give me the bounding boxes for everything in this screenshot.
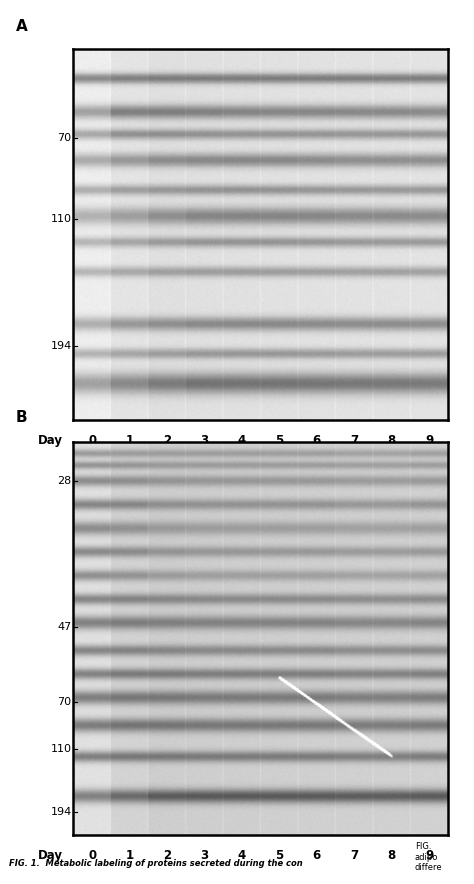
Text: A: A <box>16 19 27 34</box>
Text: 9: 9 <box>425 434 433 446</box>
Text: 0: 0 <box>88 850 96 862</box>
Text: 9: 9 <box>425 850 433 862</box>
Text: 4: 4 <box>238 850 246 862</box>
Text: 1: 1 <box>126 850 134 862</box>
Text: 194: 194 <box>50 807 72 817</box>
Text: 6: 6 <box>313 434 321 446</box>
Text: 110: 110 <box>51 215 72 225</box>
Text: 28: 28 <box>57 476 72 486</box>
Text: 0: 0 <box>88 434 96 446</box>
Text: 7: 7 <box>350 850 358 862</box>
Text: 8: 8 <box>388 850 396 862</box>
Text: 194: 194 <box>50 340 72 351</box>
Text: 8: 8 <box>388 434 396 446</box>
Text: 70: 70 <box>57 697 72 706</box>
Text: 70: 70 <box>57 133 72 142</box>
Text: 7: 7 <box>350 434 358 446</box>
Text: Day: Day <box>38 434 63 446</box>
Text: 2: 2 <box>163 850 171 862</box>
Text: 2: 2 <box>163 434 171 446</box>
Text: 5: 5 <box>275 850 283 862</box>
Text: Day: Day <box>38 850 63 862</box>
Text: 4: 4 <box>238 434 246 446</box>
Text: FIG. 1.  Metabolic labeling of proteins secreted during the con: FIG. 1. Metabolic labeling of proteins s… <box>9 859 303 868</box>
Text: 1: 1 <box>126 434 134 446</box>
Text: B: B <box>16 410 27 425</box>
Text: 5: 5 <box>275 434 283 446</box>
Text: 3: 3 <box>201 850 209 862</box>
Text: 6: 6 <box>313 850 321 862</box>
Text: 3: 3 <box>201 434 209 446</box>
Text: 47: 47 <box>57 621 72 632</box>
Text: 110: 110 <box>51 743 72 754</box>
Text: adipo
differe: adipo differe <box>415 853 442 873</box>
Text: FIG.: FIG. <box>415 842 431 850</box>
